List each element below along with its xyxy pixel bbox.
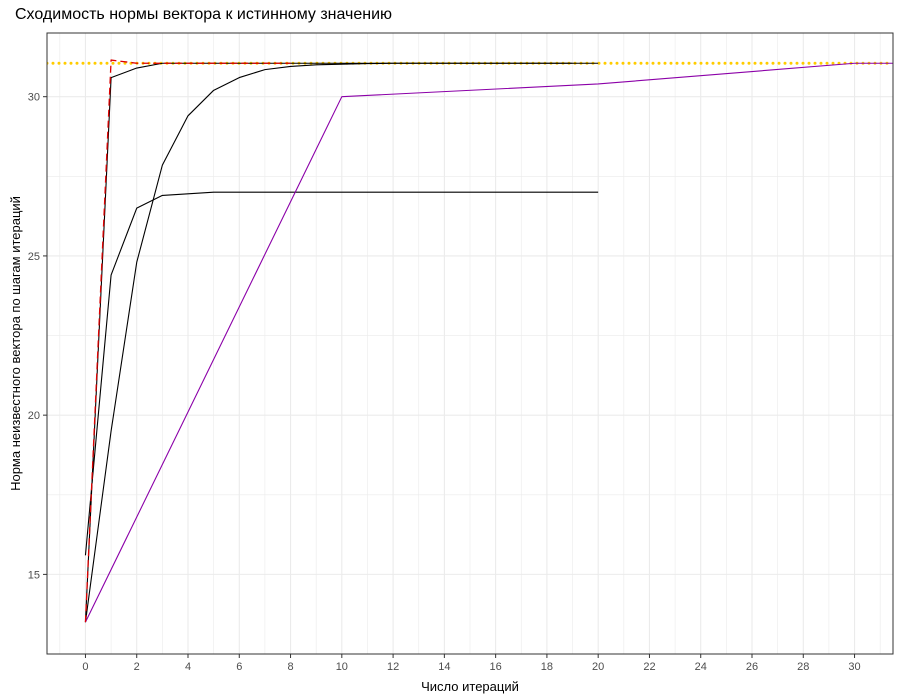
- y-tick-label: 20: [28, 410, 40, 422]
- grid-layer: [47, 33, 893, 654]
- x-tick-label: 4: [185, 661, 191, 673]
- series-line-4: [84, 62, 893, 623]
- y-axis-title: Норма неизвестного вектора по шагам итер…: [8, 196, 23, 491]
- chart-title: Сходимость нормы вектора к истинному зна…: [15, 6, 393, 23]
- x-tick-label: 12: [387, 661, 399, 673]
- axis-layer: 0 2 4 6 8 10 12 14 16 18 20 22 24 26 28 3015202530Число…: [8, 32, 894, 694]
- y-tick-label: 25: [28, 251, 40, 263]
- x-tick-label: 20: [592, 661, 604, 673]
- series-line-5: [84, 59, 291, 623]
- x-tick-label: 26: [746, 661, 758, 673]
- y-tick-label: 30: [28, 92, 40, 104]
- series-line-1: [84, 191, 599, 556]
- x-tick-label: 0: [82, 661, 88, 673]
- x-tick-label: 22: [643, 661, 655, 673]
- x-tick-label: 8: [287, 661, 293, 673]
- x-tick-label: 24: [695, 661, 707, 673]
- x-tick-label: 28: [797, 661, 809, 673]
- x-tick-label: 14: [438, 661, 450, 673]
- x-tick-label: 16: [490, 661, 502, 673]
- x-axis-title: Число итераций: [421, 679, 519, 694]
- x-tick-label: 18: [541, 661, 553, 673]
- panel-border: [46, 32, 894, 655]
- y-tick-label: 15: [28, 569, 40, 581]
- x-tick-label: 6: [236, 661, 242, 673]
- data-layer: [47, 59, 893, 623]
- x-tick-label: 2: [134, 661, 140, 673]
- x-tick-label: 30: [848, 661, 860, 673]
- x-tick-label: 10: [336, 661, 348, 673]
- series-line-2: [84, 62, 573, 623]
